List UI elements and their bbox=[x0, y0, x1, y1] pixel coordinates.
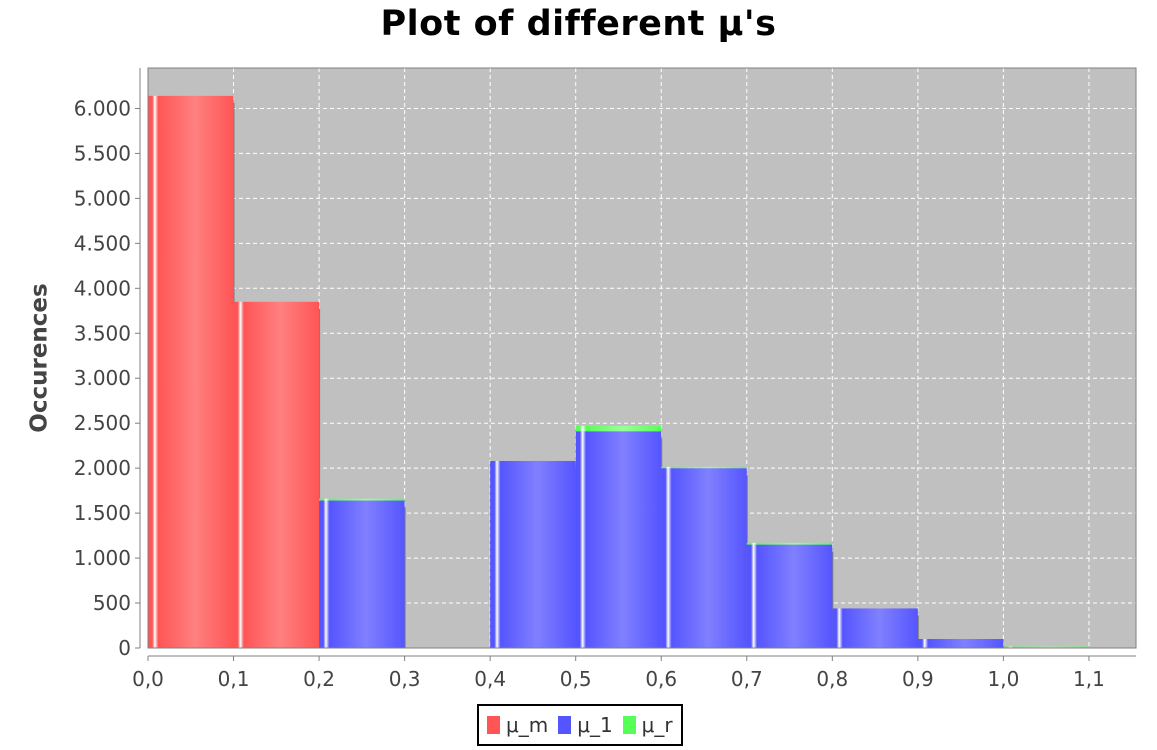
chart-title: Plot of different μ's bbox=[380, 4, 777, 44]
bar-1-0.70 bbox=[746, 544, 833, 648]
bar-1-0.80 bbox=[832, 608, 918, 648]
y-tick-label: 3.500 bbox=[74, 321, 131, 345]
x-tick-label: 0,2 bbox=[303, 667, 335, 691]
legend-swatch bbox=[622, 716, 636, 734]
x-tick-label: 0,1 bbox=[218, 667, 250, 691]
bar-m-0.10 bbox=[233, 301, 320, 648]
y-tick-label: 2.500 bbox=[74, 411, 131, 435]
bar-1-0.60 bbox=[661, 468, 747, 648]
x-tick-label: 1,0 bbox=[988, 667, 1020, 691]
bar-m-0.00 bbox=[148, 95, 234, 648]
legend-label: μ_1 bbox=[577, 713, 613, 737]
legend: μ_m μ_1 μ_r bbox=[477, 704, 683, 746]
bar-1-0.40 bbox=[490, 460, 576, 648]
y-tick-label: 1.500 bbox=[74, 501, 131, 525]
x-tick-label: 0,3 bbox=[389, 667, 421, 691]
x-tick-label: 0,6 bbox=[645, 667, 677, 691]
bar-r-0.70 bbox=[746, 542, 833, 545]
y-tick-label: 6.000 bbox=[74, 96, 131, 120]
legend-swatch bbox=[558, 716, 572, 734]
bar-r-1.00 bbox=[1003, 646, 1089, 648]
bar-r-0.20 bbox=[319, 498, 405, 501]
y-tick-label: 4.000 bbox=[74, 276, 131, 300]
y-tick-label: 5.000 bbox=[74, 186, 131, 210]
y-tick-label: 0 bbox=[118, 636, 131, 660]
legend-item: μ_1 bbox=[558, 713, 613, 737]
x-tick-label: 0,7 bbox=[731, 667, 763, 691]
x-axis: 0,0 0,1 0,2 0,3 0,4 0,5 0,6 0,7 0,8 0,9 1,0 1,1 bbox=[132, 655, 1136, 691]
legend-label: μ_m bbox=[506, 713, 549, 737]
bar-1-0.50 bbox=[575, 431, 662, 648]
bar-r-0.60 bbox=[661, 466, 747, 469]
x-tick-label: 0,0 bbox=[132, 667, 164, 691]
y-axis-label: Occurences bbox=[26, 283, 53, 433]
x-tick-label: 1,1 bbox=[1073, 667, 1105, 691]
bar-r-0.50 bbox=[575, 425, 662, 432]
legend-item: μ_r bbox=[622, 713, 673, 737]
legend-label: μ_r bbox=[641, 713, 673, 737]
x-tick-label: 0,4 bbox=[474, 667, 506, 691]
bar-1-0.20 bbox=[319, 500, 405, 648]
x-tick-label: 0,8 bbox=[816, 667, 848, 691]
x-tick-label: 0,9 bbox=[902, 667, 934, 691]
y-tick-label: 4.500 bbox=[74, 231, 131, 255]
y-tick-label: 3.000 bbox=[74, 366, 131, 390]
bars bbox=[148, 95, 1089, 649]
y-tick-label: 5.500 bbox=[74, 141, 131, 165]
legend-item: μ_m bbox=[487, 713, 548, 737]
y-axis: 0 500 1.000 1.500 2.000 2.500 3.000 3.500 4.000 4… bbox=[74, 68, 141, 660]
x-tick-label: 0,5 bbox=[560, 667, 592, 691]
y-tick-label: 500 bbox=[93, 591, 131, 615]
y-tick-label: 2.000 bbox=[74, 456, 131, 480]
bar-1-0.90 bbox=[917, 639, 1004, 648]
legend-swatch bbox=[487, 716, 500, 734]
plot-border bbox=[147, 67, 1137, 649]
y-tick-label: 1.000 bbox=[74, 546, 131, 570]
